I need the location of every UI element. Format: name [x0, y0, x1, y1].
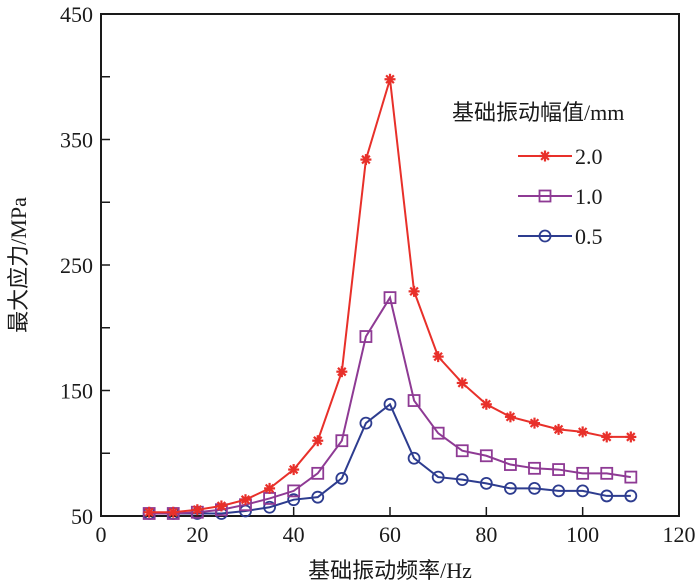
data-point-2.0: [264, 482, 276, 494]
x-axis-title: 基础振动频率/Hz: [308, 558, 472, 583]
legend-marker: [538, 229, 552, 243]
data-point-0.5: [504, 481, 517, 495]
data-point-0.5: [528, 481, 541, 495]
data-point-0.5: [287, 493, 301, 507]
data-point-2.0: [288, 464, 300, 476]
x-tick-labels: 0 20 40 60 80 100 120: [96, 522, 696, 547]
legend-label: 0.5: [575, 224, 603, 249]
y-tick-label: 350: [60, 128, 93, 153]
series-line-1.0: [149, 295, 631, 515]
data-point-0.5: [431, 470, 445, 484]
x-tick-label: 60: [379, 522, 401, 547]
data-point-0.5: [576, 484, 590, 498]
series-line-0.5: [149, 402, 631, 515]
x-tick-label: 0: [96, 522, 107, 547]
y-tick-label: 50: [71, 504, 93, 529]
data-point-1.0: [504, 458, 517, 471]
data-point-2.0: [384, 73, 396, 85]
data-point-0.5: [407, 451, 421, 465]
data-point-0.5: [624, 489, 638, 503]
data-point-2.0: [577, 426, 589, 438]
data-point-2.0: [529, 417, 540, 429]
data-point-0.5: [311, 490, 325, 504]
legend: 基础振动幅值/mm 2.0 1.0 0.5: [452, 100, 624, 249]
data-point-2.0: [408, 285, 420, 297]
axis-ticks: [101, 76, 584, 516]
legend-item-0.5: 0.5: [518, 224, 603, 249]
data-point-1.0: [407, 394, 421, 407]
plot-frame: [100, 13, 680, 517]
data-point-1.0: [576, 466, 590, 480]
x-tick-label: 20: [186, 522, 208, 547]
x-tick-label: 120: [663, 522, 696, 547]
x-tick-label: 40: [283, 522, 305, 547]
y-tick-label: 250: [60, 253, 93, 278]
data-point-1.0: [311, 466, 325, 480]
data-point-1.0: [528, 461, 541, 475]
data-point-2.0: [601, 431, 613, 443]
data-point-0.5: [359, 416, 373, 430]
legend-label: 2.0: [575, 144, 603, 169]
data-point-1.0: [335, 434, 349, 448]
data-point-2.0: [432, 351, 444, 363]
data-point-2.0: [240, 494, 251, 506]
data-point-2.0: [360, 154, 372, 166]
data-point-0.5: [455, 473, 469, 487]
data-point-2.0: [480, 398, 492, 410]
legend-title: 基础振动幅值/mm: [452, 100, 624, 125]
data-point-1.0: [624, 470, 638, 484]
data-point-0.5: [552, 484, 565, 498]
data-point-1.0: [431, 426, 445, 440]
series-0.5: [142, 397, 638, 520]
legend-item-1.0: 1.0: [518, 184, 603, 209]
data-point-1.0: [552, 463, 565, 476]
data-point-0.5: [600, 489, 614, 503]
data-point-2.0: [456, 377, 468, 389]
y-tick-labels: 50 150 250 350 450: [60, 2, 93, 529]
data-point-2.0: [215, 500, 227, 512]
data-point-0.5: [335, 471, 349, 485]
data-point-1.0: [287, 484, 301, 498]
series-group: [142, 73, 638, 520]
data-point-2.0: [191, 504, 203, 516]
data-point-0.5: [479, 476, 493, 490]
data-point-2.0: [312, 435, 324, 447]
legend-items: 2.0 1.0 0.5: [518, 144, 603, 249]
data-point-2.0: [336, 366, 348, 378]
y-tick-label: 150: [60, 379, 93, 404]
data-point-1.0: [359, 330, 373, 343]
legend-label: 1.0: [575, 184, 603, 209]
y-tick-label: 450: [60, 2, 93, 27]
series-2.0: [143, 73, 637, 518]
data-point-2.0: [504, 411, 516, 423]
data-point-1.0: [600, 466, 614, 480]
data-point-2.0: [625, 431, 637, 443]
data-point-1.0: [455, 444, 469, 458]
data-point-0.5: [263, 500, 276, 514]
data-point-0.5: [383, 397, 397, 411]
legend-marker: [538, 189, 552, 203]
legend-marker: [539, 150, 551, 162]
data-point-2.0: [553, 423, 565, 435]
x-tick-label: 100: [566, 522, 599, 547]
data-point-1.0: [383, 291, 397, 305]
data-point-2.0: [167, 506, 179, 518]
legend-item-2.0: 2.0: [518, 144, 603, 169]
x-tick-label: 80: [475, 522, 497, 547]
y-axis-title: 最大应力/MPa: [6, 197, 31, 333]
data-point-2.0: [143, 506, 155, 518]
data-point-1.0: [479, 449, 493, 463]
